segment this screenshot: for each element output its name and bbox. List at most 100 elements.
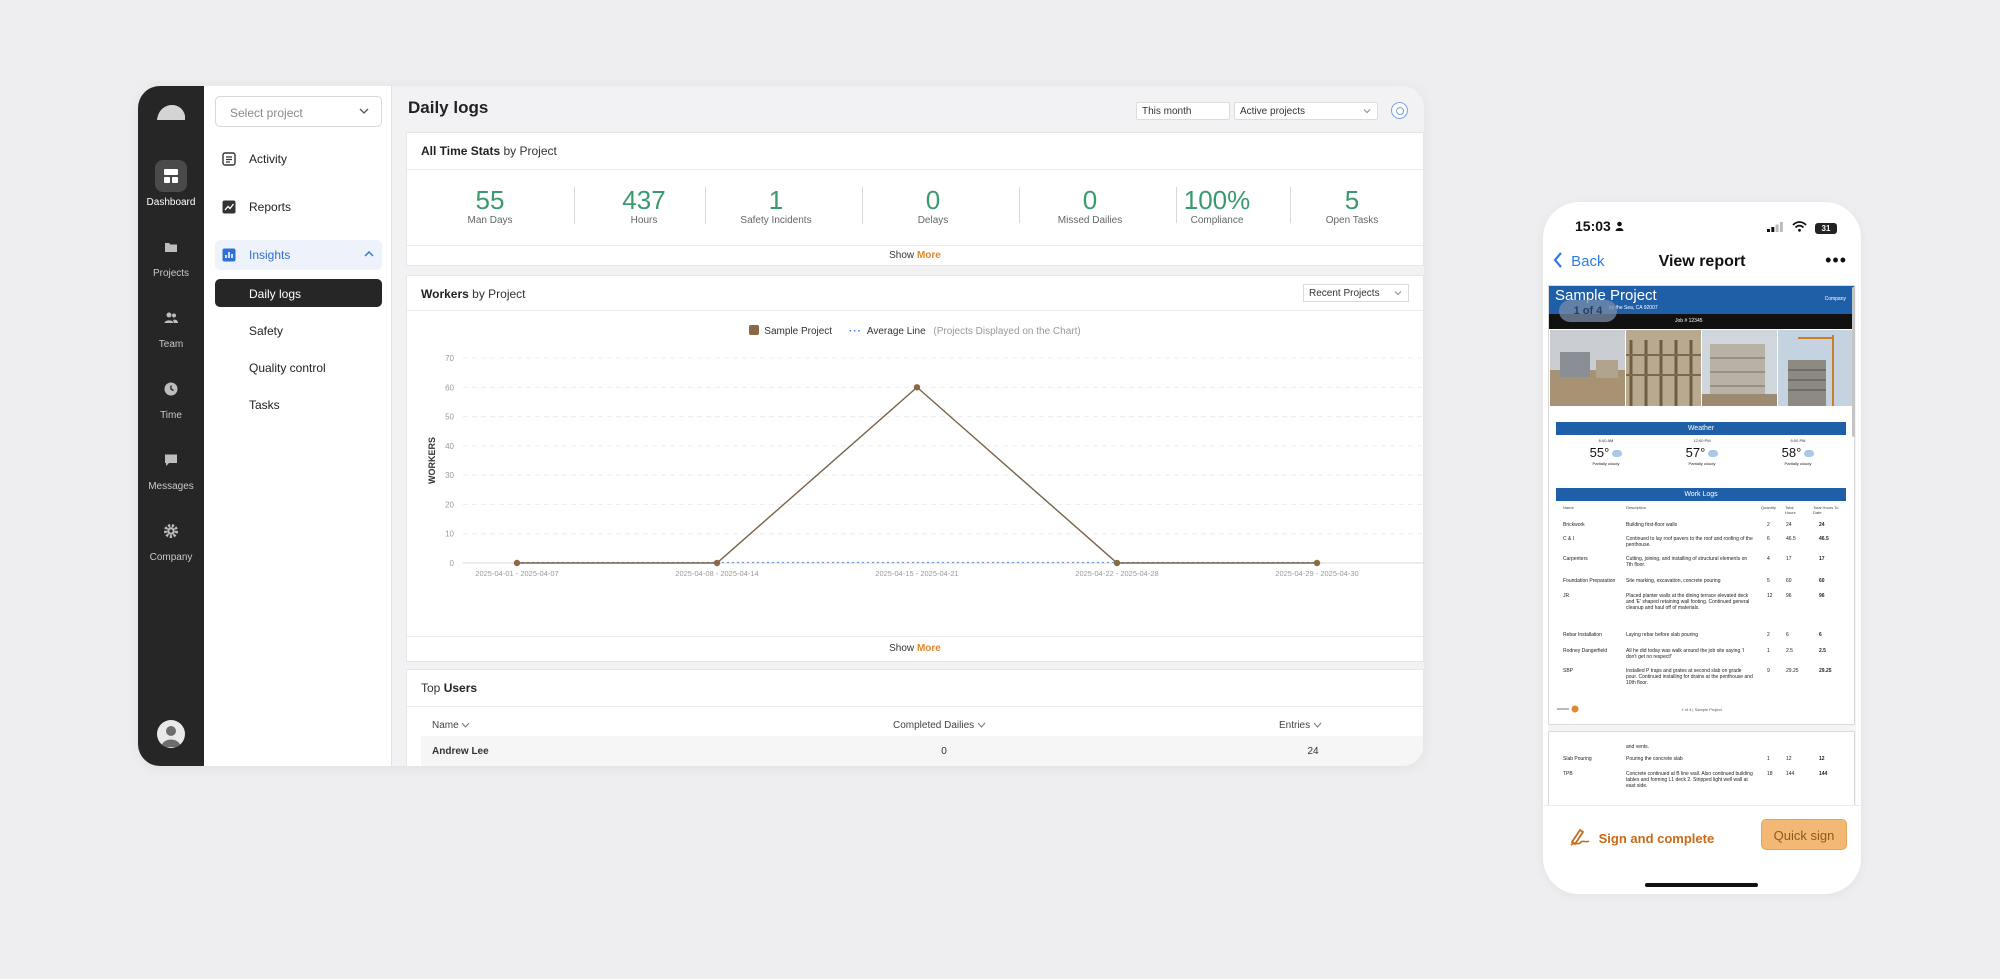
legend-series-label[interactable]: Sample Project: [764, 326, 833, 337]
rail-item-dashboard[interactable]: Dashboard: [138, 160, 204, 208]
x-tick-label: 2025-04-01 - 2025-04-07: [475, 569, 558, 578]
helmet-logo-icon[interactable]: [155, 102, 187, 124]
y-tick-label: 70: [445, 354, 454, 363]
x-tick-label: 2025-04-15 - 2025-04-21: [875, 569, 958, 578]
project-select-placeholder: Select project: [230, 106, 303, 120]
report-preview[interactable]: Sample Project Company by the Sea, CA 92…: [1548, 285, 1856, 805]
worklog-cell: SBP: [1563, 668, 1574, 674]
project-filter-select[interactable]: Active projects: [1234, 102, 1378, 120]
stat-value: 55: [475, 185, 505, 215]
sign-label: Sign and complete: [1598, 831, 1715, 846]
data-point: [713, 559, 721, 567]
y-tick-label: 10: [445, 530, 454, 539]
column-header-entries[interactable]: Entries: [1279, 720, 1322, 731]
stat-safety-incidents: 1 Safety Incidents: [716, 187, 836, 226]
weather-temp: 58°: [1781, 445, 1802, 460]
weather-entry: 6:00 PM 58° Partially cloudy: [1753, 438, 1843, 466]
user-avatar[interactable]: [157, 720, 185, 748]
stat-value: 437: [622, 185, 666, 215]
desktop-app-window: Dashboard Projects Team Time Messages Co…: [138, 86, 1424, 766]
worklog-cell: 29.25: [1819, 668, 1832, 674]
user-name-cell: Andrew Lee: [432, 746, 489, 757]
chevron-down-icon: [1363, 109, 1371, 114]
y-tick-label: 60: [445, 383, 454, 392]
recent-projects-select[interactable]: Recent Projects: [1303, 284, 1409, 302]
worklog-cell: Installed P traps and grates at second s…: [1626, 668, 1753, 686]
worklog-cell: 46.5: [1819, 536, 1829, 542]
subnav-daily-logs[interactable]: Daily logs: [215, 279, 382, 307]
rail-label: Messages: [148, 481, 194, 492]
nav-item-reports[interactable]: Reports: [215, 192, 382, 222]
nav-item-insights[interactable]: Insights: [215, 240, 382, 270]
workers-by-project-card: Workers by Project Recent Projects Sampl…: [406, 275, 1424, 662]
stat-value: 100%: [1183, 185, 1251, 215]
card-title-bold: Users: [443, 681, 478, 695]
rail-item-projects[interactable]: Projects: [138, 231, 204, 279]
chevron-up-icon[interactable]: [364, 250, 374, 258]
stat-label: Hours: [630, 215, 658, 226]
data-point: [913, 384, 921, 391]
report-subheader: Job # 12345: [1549, 314, 1854, 329]
stat-label: Safety Incidents: [740, 215, 812, 226]
subnav-safety[interactable]: Safety: [215, 316, 382, 344]
folder-icon: [165, 243, 177, 252]
worklog-cell: 144: [1819, 771, 1828, 777]
nav-item-label: Reports: [249, 200, 292, 214]
settings-icon[interactable]: [1391, 102, 1408, 119]
back-button[interactable]: Back: [1553, 252, 1605, 270]
worklog-cell: 17: [1786, 556, 1792, 562]
wifi-icon: [1791, 221, 1807, 232]
legend-swatch: [749, 325, 760, 335]
report-company: Company: [1824, 296, 1846, 302]
show-more-workers-link[interactable]: Show More: [407, 643, 1423, 654]
quick-sign-label: Quick sign: [1773, 828, 1835, 843]
column-header-completed-dailies[interactable]: Completed Dailies: [893, 720, 986, 731]
chevron-down-icon: [1394, 291, 1402, 296]
quick-sign-button[interactable]: Quick sign: [1761, 819, 1847, 850]
worklog-cell: Brickwork: [1563, 522, 1585, 528]
rail-item-team[interactable]: Team: [138, 302, 204, 350]
more-options-button[interactable]: •••: [1825, 250, 1847, 270]
nav-item-activity[interactable]: Activity: [215, 144, 382, 174]
stat-value: 1: [768, 185, 784, 215]
worklog-cell: Cutting, joining, and installing of stru…: [1626, 556, 1748, 568]
worklog-cell: Pouring the concrete slab: [1626, 756, 1683, 762]
subnav-quality-control[interactable]: Quality control: [215, 353, 382, 381]
secondary-nav: Select project Activity Reports Insights…: [204, 86, 392, 766]
worklog-cell: 2: [1767, 522, 1770, 528]
signal-icon: [1767, 222, 1783, 232]
rail-item-time[interactable]: Time: [138, 373, 204, 421]
worklog-cell: 17: [1819, 556, 1825, 562]
show-more-stats-link[interactable]: Show More: [407, 250, 1423, 261]
weather-condition: Partially cloudy: [1784, 461, 1812, 466]
subnav-label: Tasks: [249, 398, 280, 412]
worklog-cell: Carpenters: [1563, 556, 1588, 562]
worklog-cell: 29.25: [1786, 668, 1799, 674]
header-label: Name: [432, 720, 459, 731]
entries-cell: 24: [1307, 746, 1319, 757]
worklog-cell: 5: [1767, 578, 1770, 584]
scrollbar-thumb[interactable]: [1852, 287, 1855, 437]
clock-icon: [164, 382, 178, 396]
table-row[interactable]: [421, 736, 1423, 766]
stat-value: 0: [925, 185, 941, 215]
home-indicator[interactable]: [1645, 883, 1758, 887]
legend-average-label[interactable]: Average Line: [866, 326, 926, 337]
period-select[interactable]: This month: [1136, 102, 1230, 120]
time-text: 15:03: [1575, 218, 1611, 234]
page-indicator: 1 of 4: [1559, 300, 1617, 322]
screen-title: View report: [1658, 253, 1746, 270]
project-select[interactable]: Select project: [215, 96, 382, 127]
x-tick-label: 2025-04-22 - 2025-04-28: [1075, 569, 1158, 578]
column-header-name[interactable]: Name: [432, 720, 470, 731]
worklog-cell: 6: [1819, 632, 1822, 638]
sign-and-complete-button[interactable]: Sign and complete: [1569, 826, 1714, 846]
worklog-cell: Slab Pouring: [1563, 756, 1592, 762]
partly-cloudy-icon: [1708, 447, 1719, 457]
completed-dailies-cell: 0: [941, 746, 947, 757]
subnav-tasks[interactable]: Tasks: [215, 390, 382, 418]
worklog-cell: 46.5: [1786, 536, 1796, 542]
rail-item-messages[interactable]: Messages: [138, 444, 204, 492]
card-title: Workers by Project: [421, 287, 526, 301]
rail-item-company[interactable]: Company: [138, 515, 204, 563]
